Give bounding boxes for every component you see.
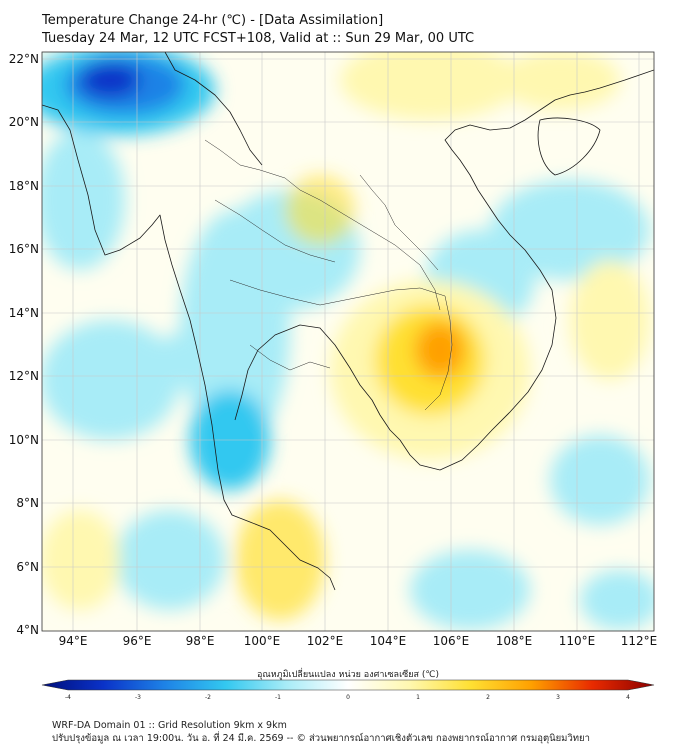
map-area[interactable]	[25, 40, 660, 632]
colorbar-tick-label: -3	[135, 694, 141, 701]
field-blob	[115, 510, 225, 610]
field-blob	[285, 175, 355, 245]
lat-tick-label: 8°N	[16, 496, 39, 510]
field-blob	[42, 510, 120, 610]
graticule	[42, 52, 654, 631]
field-blob	[500, 52, 620, 110]
field-blob	[415, 322, 465, 378]
temperature-field	[42, 52, 654, 631]
lon-tick-label: 112°E	[621, 634, 658, 648]
lat-tick-label: 10°N	[9, 433, 39, 447]
lon-tick-label: 106°E	[433, 634, 470, 648]
lon-tick-label: 98°E	[186, 634, 215, 648]
lat-tick-label: 6°N	[16, 560, 39, 574]
map-frame	[41, 51, 655, 632]
field-blob	[42, 130, 125, 270]
lon-tick-label: 100°E	[244, 634, 281, 648]
footer-update-info: ปรับปรุงข้อมูล ณ เวลา 19:00น. วัน อ. ที่…	[52, 733, 590, 744]
coastlines	[42, 52, 654, 591]
province-borders	[204, 139, 453, 411]
lon-tick-label: 102°E	[307, 634, 344, 648]
lon-tick-label: 94°E	[59, 634, 88, 648]
field-blob	[42, 320, 180, 440]
lat-tick-label: 4°N	[16, 623, 39, 637]
field-blob	[490, 180, 650, 280]
colorbar-tick-label: 0	[346, 694, 350, 701]
colorbar-tick-label: 3	[556, 694, 560, 701]
lat-tick-label: 14°N	[9, 306, 39, 320]
lon-tick-label: 108°E	[496, 634, 533, 648]
field-blob	[570, 260, 650, 380]
lon-tick-label: 110°E	[559, 634, 596, 648]
footer-model-info: WRF-DA Domain 01 :: Grid Resolution 9km …	[52, 720, 287, 731]
lon-tick-label: 104°E	[370, 634, 407, 648]
chart-subtitle: Tuesday 24 Mar, 12 UTC FCST+108, Valid a…	[42, 31, 475, 46]
latitude-ticks: 22°N 20°N 18°N 16°N 14°N 12°N 10°N 8°N 6…	[9, 52, 39, 637]
lat-tick-label: 16°N	[9, 242, 39, 256]
colorbar: อุณหภูมิเปลี่ยนแปลง หน่วย องศาเซลเซียส (…	[41, 667, 655, 701]
colorbar-tick-label: 4	[626, 694, 630, 701]
colorbar-bar	[41, 679, 655, 691]
field-blob	[340, 52, 520, 120]
field-blob	[80, 62, 140, 98]
colorbar-tick-label: -2	[205, 694, 211, 701]
colorbar-tick-label: -1	[275, 694, 281, 701]
chart-title: Temperature Change 24-hr (℃) - [Data Ass…	[42, 13, 384, 28]
colorbar-tick-label: 1	[416, 694, 420, 701]
field-blob	[235, 500, 325, 620]
field-blob	[410, 550, 530, 630]
colorbar-label: อุณหภูมิเปลี่ยนแปลง หน่วย องศาเซลเซียส (…	[257, 667, 439, 680]
colorbar-tick-label: 2	[486, 694, 490, 701]
lat-tick-label: 12°N	[9, 369, 39, 383]
lon-tick-label: 96°E	[123, 634, 152, 648]
lat-tick-label: 20°N	[9, 115, 39, 129]
lat-tick-label: 18°N	[9, 179, 39, 193]
colorbar-tick-label: -4	[65, 694, 71, 701]
longitude-ticks: 94°E 96°E 98°E 100°E 102°E 104°E 106°E 1…	[59, 634, 658, 648]
field-blob	[580, 570, 654, 630]
lat-tick-label: 22°N	[9, 52, 39, 66]
field-blob	[550, 435, 650, 525]
